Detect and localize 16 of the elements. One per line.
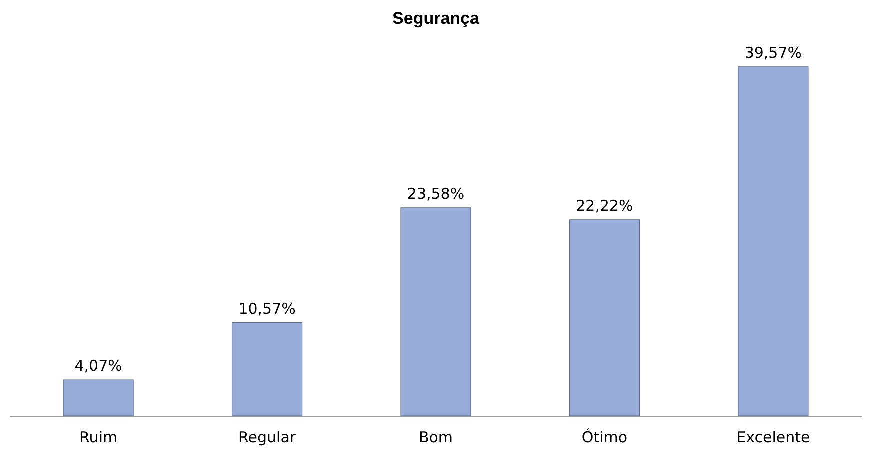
bar: [569, 220, 640, 416]
data-label: 4,07%: [74, 357, 122, 376]
x-tick-label: Regular: [238, 428, 297, 446]
bar: [232, 322, 303, 416]
data-label: 22,22%: [576, 196, 634, 215]
x-tick-label: Ótimo: [582, 428, 628, 446]
x-tick-label: Bom: [418, 428, 454, 446]
bar: [63, 380, 134, 416]
bar: [400, 208, 472, 416]
x-tick-label: Excelente: [736, 428, 810, 446]
x-tick-label: Ruim: [80, 428, 118, 446]
bar: [738, 66, 809, 416]
chart-title: Segurança: [392, 9, 480, 28]
data-label: 23,58%: [407, 184, 465, 203]
data-label: 10,57%: [238, 300, 296, 318]
data-label: 39,57%: [744, 44, 802, 62]
